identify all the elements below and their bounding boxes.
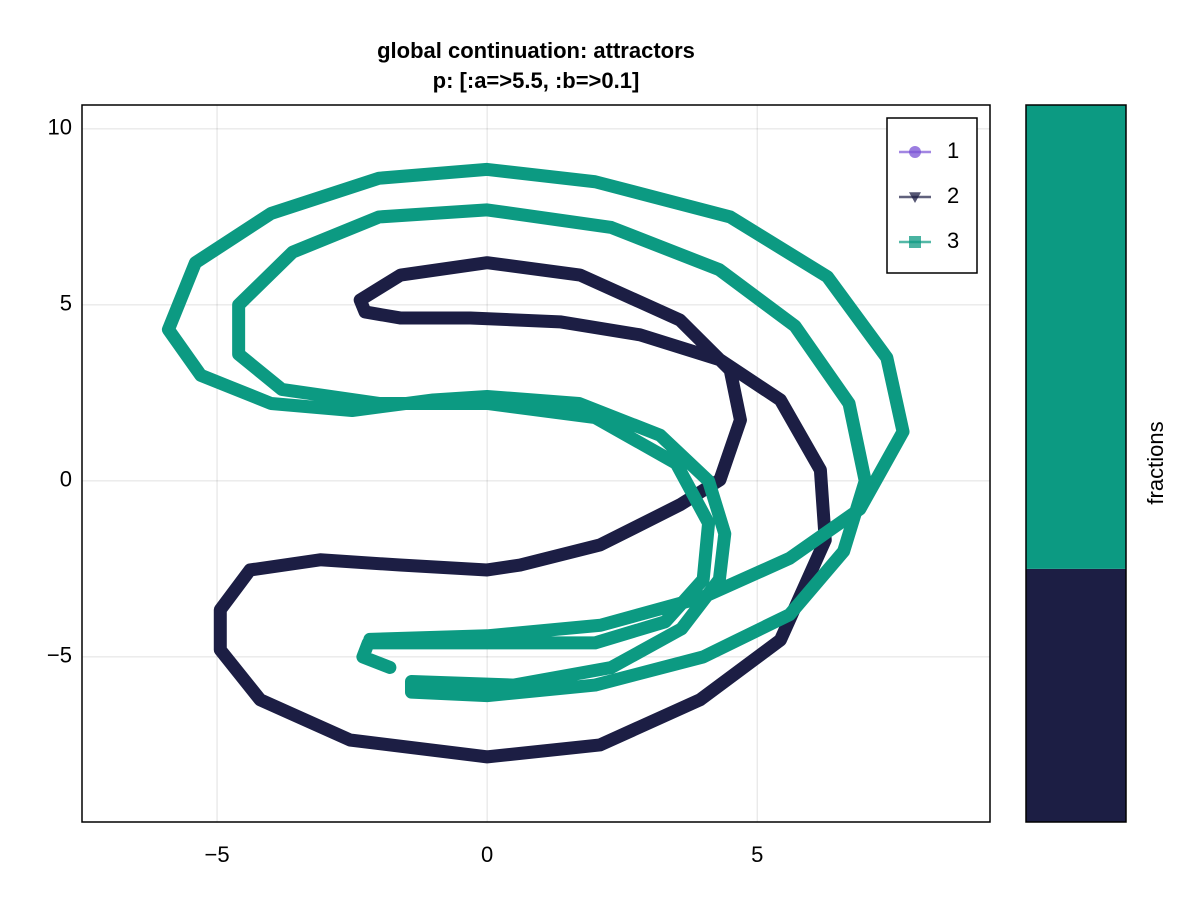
fractions-frame [1025, 104, 1127, 823]
y-tick-label: 5 [60, 291, 72, 316]
legend-marker [909, 192, 921, 203]
fraction-segment [1026, 105, 1126, 569]
legend: 1 2 3 [886, 117, 978, 274]
legend-label: 1 [947, 138, 959, 163]
x-tick-label: 5 [751, 842, 763, 867]
plot-area [161, 162, 910, 764]
y-tick-label: 0 [60, 467, 72, 492]
legend-marker [909, 146, 921, 158]
attractor-square [161, 162, 910, 703]
legend-label: 2 [947, 183, 959, 208]
attractor-triangle [213, 256, 832, 764]
y-tick-label: −5 [47, 643, 72, 668]
chart-title: global continuation: attractors [377, 38, 695, 63]
fractions-label: fractions [1143, 421, 1168, 504]
legend-label: 3 [947, 228, 959, 253]
plot-frame [81, 104, 991, 823]
chart-subtitle: p: [:a=>5.5, :b=>0.1] [433, 68, 640, 93]
legend-marker [909, 236, 921, 248]
fractions-bar [1025, 104, 1127, 823]
legend-box [886, 117, 978, 274]
fraction-segment [1026, 568, 1126, 822]
x-tick-label: 0 [481, 842, 493, 867]
y-tick-label: 10 [48, 115, 72, 140]
x-tick-label: −5 [204, 842, 229, 867]
